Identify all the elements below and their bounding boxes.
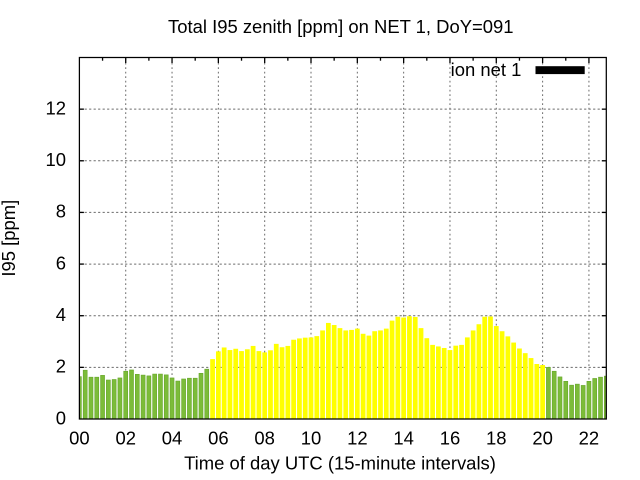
svg-text:8: 8 <box>56 201 66 222</box>
svg-text:6: 6 <box>56 252 66 273</box>
svg-text:10: 10 <box>301 428 322 449</box>
svg-text:04: 04 <box>162 428 183 449</box>
svg-text:ion net 1: ion net 1 <box>451 59 522 80</box>
svg-text:06: 06 <box>208 428 229 449</box>
svg-text:2: 2 <box>56 356 66 377</box>
svg-text:22: 22 <box>579 428 600 449</box>
svg-text:02: 02 <box>115 428 136 449</box>
svg-text:Time of day UTC (15-minute int: Time of day UTC (15-minute intervals) <box>184 452 496 473</box>
svg-text:16: 16 <box>440 428 461 449</box>
svg-text:Total I95 zenith [ppm] on NET: Total I95 zenith [ppm] on NET 1, DoY=091 <box>168 16 514 37</box>
svg-text:20: 20 <box>532 428 553 449</box>
svg-text:12: 12 <box>347 428 368 449</box>
svg-text:18: 18 <box>486 428 507 449</box>
svg-text:00: 00 <box>69 428 90 449</box>
svg-text:4: 4 <box>56 304 66 325</box>
svg-text:12: 12 <box>45 97 66 118</box>
svg-text:0: 0 <box>56 407 66 428</box>
svg-text:14: 14 <box>393 428 414 449</box>
svg-text:I95 [ppm]: I95 [ppm] <box>0 200 19 277</box>
svg-text:10: 10 <box>45 149 66 170</box>
svg-text:08: 08 <box>254 428 275 449</box>
